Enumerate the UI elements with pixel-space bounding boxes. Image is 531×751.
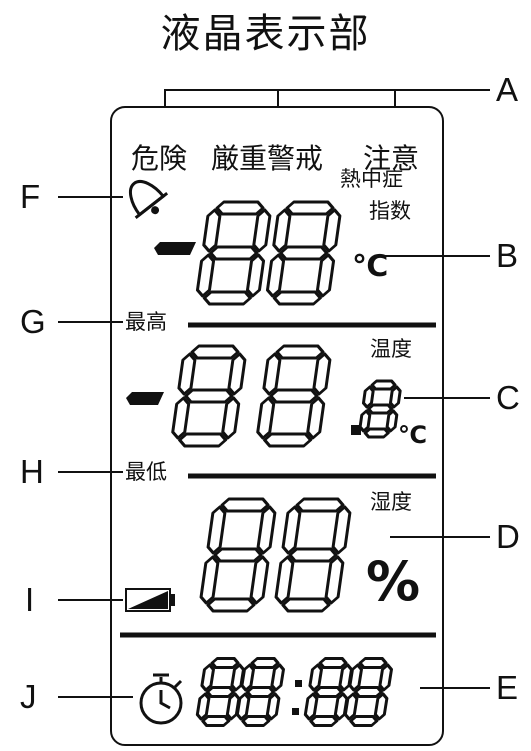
stopwatch-icon xyxy=(139,673,183,725)
heat-index-label-2: 指数 xyxy=(369,199,411,223)
callout-d: D xyxy=(496,518,520,555)
battery-icon xyxy=(125,588,175,612)
warning-level-severe: 厳重警戒 xyxy=(211,142,324,175)
warning-level-danger: 危険 xyxy=(131,142,188,175)
callout-g: G xyxy=(20,303,46,340)
callout-c: C xyxy=(496,379,520,416)
max-label: 最高 xyxy=(125,310,167,334)
bell-icon xyxy=(128,180,169,219)
callout-j: J xyxy=(20,678,37,715)
temperature-digit-3 xyxy=(358,379,402,439)
timer-digit-4 xyxy=(343,657,393,727)
diagram-title: 液晶表示部 xyxy=(160,11,371,57)
minus-sign-temp xyxy=(126,392,164,405)
humidity-unit-percent: % xyxy=(366,550,421,613)
decimal-point xyxy=(351,425,361,435)
callout-a: A xyxy=(496,71,519,108)
callout-e: E xyxy=(496,669,519,706)
heat-unit-celsius: ℃ xyxy=(352,249,389,284)
humidity-digit-2 xyxy=(274,497,352,613)
callout-b: B xyxy=(496,237,519,274)
heat-index-digit-1 xyxy=(195,200,272,306)
timer-digit-2 xyxy=(235,657,285,727)
callout-f: F xyxy=(20,178,41,215)
warning-level-caution: 注意 xyxy=(363,142,420,175)
temperature-digit-1 xyxy=(171,344,247,448)
temp-unit-celsius: ℃ xyxy=(398,421,428,449)
humidity-label: 湿度 xyxy=(370,490,412,514)
callout-a-bracket xyxy=(164,89,396,107)
heat-index-digit-2 xyxy=(265,200,342,306)
humidity-digit-1 xyxy=(199,497,277,613)
callout-h: H xyxy=(20,453,44,490)
timer-colon-top xyxy=(295,680,302,687)
timer-colon-bottom xyxy=(292,708,299,715)
temperature-digit-2 xyxy=(256,344,332,448)
min-label: 最低 xyxy=(125,460,167,484)
heat-index-label-1: 熱中症 xyxy=(340,167,403,191)
temperature-label: 温度 xyxy=(370,337,412,361)
minus-sign-heat xyxy=(154,242,196,255)
seven-segment-digits xyxy=(171,200,402,727)
callout-i: I xyxy=(25,581,35,618)
